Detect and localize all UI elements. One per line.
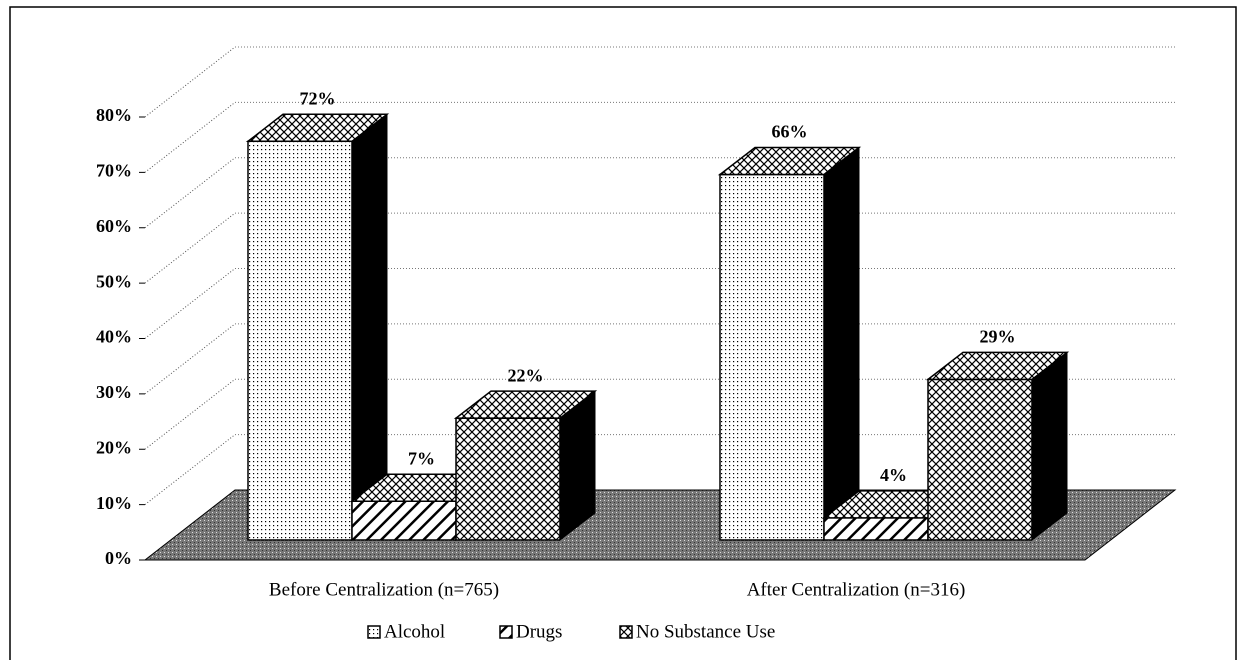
bar-side bbox=[823, 146, 860, 542]
legend-swatch bbox=[499, 625, 513, 639]
bar-side bbox=[351, 113, 388, 542]
legend-swatch bbox=[367, 625, 381, 639]
x-tick-label: After Centralization (n=316) bbox=[747, 579, 966, 600]
bar-front bbox=[247, 140, 353, 541]
bar-front bbox=[351, 500, 457, 541]
value-label: 72% bbox=[300, 88, 336, 108]
y-tick-label: 80% bbox=[96, 105, 132, 125]
grid-line bbox=[144, 378, 236, 450]
bar-side bbox=[559, 390, 596, 542]
grid-line bbox=[144, 101, 236, 173]
legend-swatch bbox=[619, 625, 633, 639]
grid-line bbox=[144, 323, 236, 395]
bar-front bbox=[927, 378, 1033, 541]
y-tick-label: 30% bbox=[96, 382, 132, 402]
value-label: 66% bbox=[772, 122, 808, 142]
y-tick-label: 70% bbox=[96, 161, 132, 181]
bar-side bbox=[1031, 351, 1068, 542]
y-tick-label: 20% bbox=[96, 437, 132, 457]
y-tick-label: 40% bbox=[96, 327, 132, 347]
bar-front bbox=[455, 417, 561, 541]
grid-line bbox=[144, 212, 236, 284]
y-tick-label: 0% bbox=[105, 548, 132, 568]
bar-front bbox=[719, 173, 825, 541]
bar-front bbox=[823, 517, 929, 541]
value-label: 7% bbox=[408, 448, 435, 468]
legend-label: Drugs bbox=[516, 621, 562, 642]
grid-line bbox=[144, 268, 236, 339]
legend-label: Alcohol bbox=[384, 621, 445, 642]
grid-line bbox=[144, 157, 236, 229]
y-tick-label: 60% bbox=[96, 216, 132, 236]
value-label: 22% bbox=[508, 365, 544, 385]
legend-label: No Substance Use bbox=[636, 621, 775, 642]
value-label: 29% bbox=[980, 327, 1016, 347]
value-label: 4% bbox=[880, 465, 907, 485]
frame bbox=[9, 6, 1237, 660]
grid-line bbox=[144, 434, 236, 506]
grid-line bbox=[144, 46, 236, 118]
x-tick-label: Before Centralization (n=765) bbox=[269, 579, 499, 600]
y-tick-label: 50% bbox=[96, 271, 132, 291]
y-tick-label: 10% bbox=[96, 493, 132, 513]
